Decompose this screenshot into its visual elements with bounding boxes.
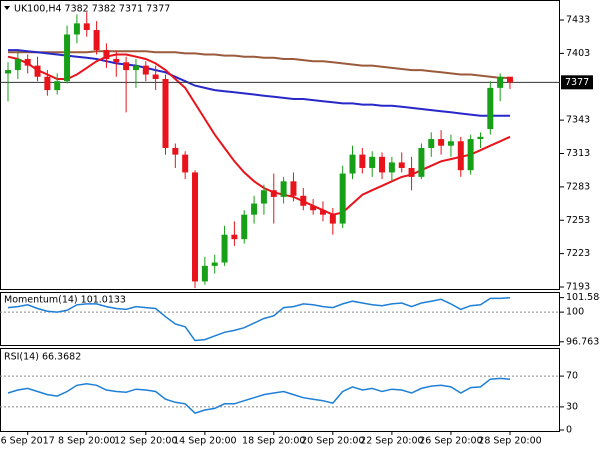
y-tick-label: 70: [566, 371, 578, 382]
candle-body: [182, 154, 189, 173]
candle-body: [408, 167, 415, 177]
candle-body: [418, 147, 425, 177]
candle-body: [388, 162, 395, 173]
y-tick-label: 7343: [566, 115, 590, 126]
candle-body: [270, 190, 277, 197]
candle-body: [221, 234, 228, 263]
candle-body: [64, 34, 71, 82]
candle-body: [172, 147, 179, 155]
price-title: UK100,H4 7382 7382 7371 7377: [14, 4, 170, 15]
y-tick-label: 7253: [566, 215, 590, 226]
x-tick-label: 20 Sep 20:00: [301, 436, 364, 447]
candle-body: [359, 154, 366, 168]
candle-body: [44, 76, 51, 91]
y-tick-label: 30: [566, 401, 578, 412]
candle-body: [192, 172, 199, 282]
x-tick-label: 28 Sep 20:00: [478, 436, 541, 447]
candle-body: [14, 58, 21, 71]
candle-body: [369, 156, 376, 168]
x-tick-label: 26 Sep 20:00: [419, 436, 482, 447]
candle-body: [467, 139, 474, 171]
candle-body: [447, 141, 454, 146]
y-tick-label: 96.7632: [566, 336, 600, 347]
y-tick-label: 7283: [566, 181, 590, 192]
y-tick-label: 101.5847: [566, 292, 600, 303]
indicator-line: [7, 377, 511, 414]
candle-body: [73, 23, 80, 35]
last-price-label: 7377: [565, 77, 589, 88]
candle-body: [349, 154, 356, 174]
candle-body: [329, 214, 336, 224]
candle-body: [241, 214, 248, 240]
candle-body: [211, 262, 218, 266]
x-tick-label: 8 Sep 20:00: [58, 436, 115, 447]
candle-body: [93, 30, 100, 51]
candle-body: [280, 181, 287, 197]
x-tick-label: 14 Sep 20:00: [173, 436, 236, 447]
candle-body: [103, 50, 110, 59]
candle-body: [438, 139, 445, 146]
candle-body: [428, 139, 435, 148]
candle-body: [260, 190, 267, 204]
last-price-tag: [561, 75, 593, 90]
candle-body: [54, 81, 61, 91]
rsi-title: RSI(14) 66.3682: [4, 352, 81, 363]
candle-body: [162, 78, 169, 148]
candle-body: [201, 265, 208, 282]
moving-average: [7, 53, 511, 216]
candle-body: [123, 62, 130, 71]
y-tick-label: 7193: [566, 281, 590, 292]
x-tick-label: 18 Sep 20:00: [242, 436, 305, 447]
y-tick-label: 100: [566, 307, 584, 318]
candle-body: [34, 65, 41, 77]
candle-body: [487, 87, 494, 130]
candle-body: [300, 195, 307, 206]
moving-average: [8, 49, 510, 117]
indicator-line: [7, 296, 511, 342]
candle-body: [152, 74, 159, 79]
y-tick-label: 7403: [566, 48, 590, 59]
candle-body: [142, 65, 149, 75]
candle-body: [132, 65, 139, 71]
candle-body: [339, 173, 346, 224]
price-panel: [0, 0, 560, 290]
y-tick-label: 7223: [566, 248, 590, 259]
momentum-title: Momentum(14) 101.0133: [4, 295, 126, 306]
candle-body: [457, 141, 464, 171]
x-tick-label: 6 Sep 2017: [1, 436, 55, 447]
candle-body: [24, 58, 31, 66]
candle-body: [507, 76, 513, 83]
y-tick-label: 7313: [566, 148, 590, 159]
candle-body: [379, 156, 386, 173]
x-tick-label: 22 Sep 20:00: [360, 436, 423, 447]
moving-average: [8, 50, 510, 79]
momentum-panel: [0, 292, 560, 346]
dropdown-icon: [4, 6, 10, 10]
candle-body: [83, 23, 90, 31]
candle-body: [290, 181, 297, 196]
candle-body: [251, 203, 258, 215]
candle-body: [319, 210, 326, 215]
rsi-panel: [0, 348, 560, 432]
candle-body: [310, 205, 317, 211]
candle-body: [497, 76, 504, 88]
candle-body: [5, 70, 11, 74]
x-tick-label: 12 Sep 20:00: [114, 436, 177, 447]
candle-body: [477, 136, 484, 140]
y-tick-label: 0: [566, 425, 572, 436]
candle-body: [231, 234, 238, 240]
candle-body: [398, 162, 405, 168]
y-tick-label: 7433: [566, 15, 590, 26]
candle-body: [113, 58, 120, 63]
